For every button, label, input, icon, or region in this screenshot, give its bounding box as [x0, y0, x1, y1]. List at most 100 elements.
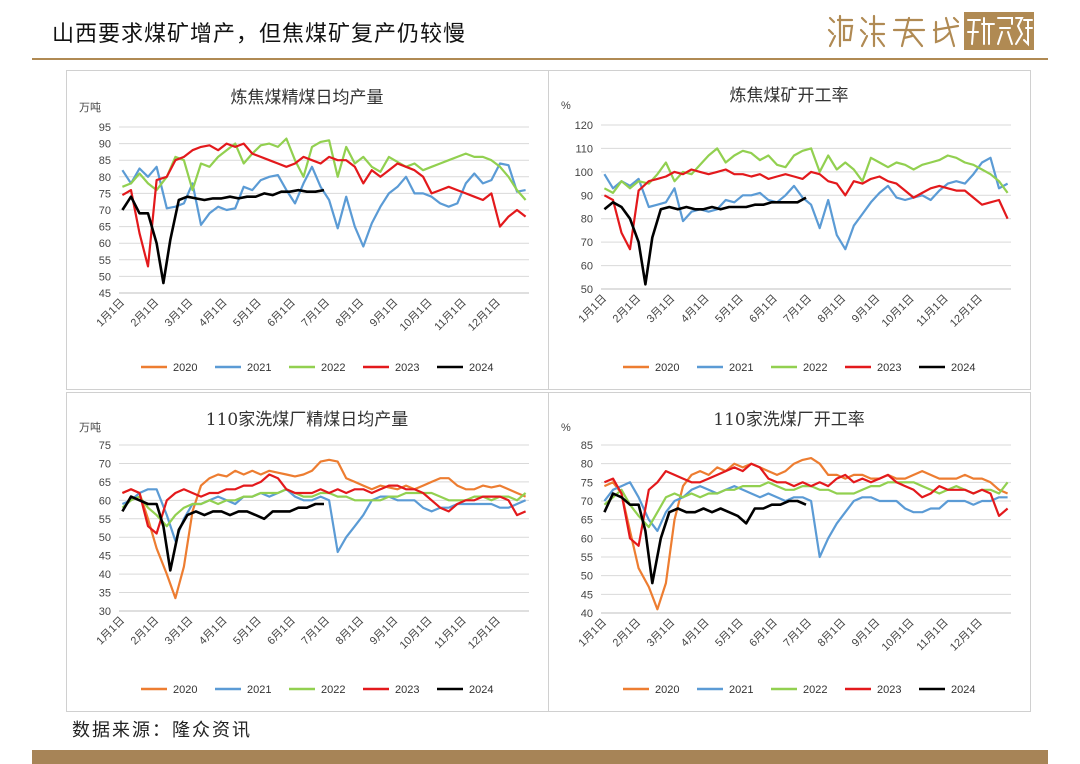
- x-tick-label: 8月1日: [816, 293, 849, 326]
- y-tick-label: 40: [99, 569, 111, 581]
- x-tick-label: 3月1日: [645, 293, 678, 326]
- y-tick-label: 50: [581, 284, 593, 296]
- x-tick-label: 9月1日: [850, 293, 883, 326]
- legend-label-2020: 2020: [655, 362, 679, 374]
- legend-label-2020: 2020: [173, 684, 197, 696]
- legend-label-2022: 2022: [803, 362, 827, 374]
- series-line-2021: [603, 481, 1008, 559]
- x-tick-label: 8月1日: [816, 617, 849, 650]
- x-tick-label: 4月1日: [679, 617, 712, 650]
- y-axis-unit: %: [561, 422, 571, 434]
- x-tick-label: 7月1日: [299, 615, 332, 648]
- y-tick-label: 40: [581, 608, 593, 620]
- y-tick-label: 50: [99, 271, 111, 283]
- series-line-2024: [603, 492, 807, 585]
- x-tick-label: 11月1日: [914, 293, 950, 329]
- legend-label-2024: 2024: [469, 684, 493, 696]
- y-tick-label: 60: [99, 238, 111, 250]
- legend-label-2024: 2024: [951, 362, 975, 374]
- page-title: 山西要求煤矿增产，但焦煤矿复产仍较慢: [52, 22, 467, 47]
- x-tick-label: 12月1日: [948, 617, 985, 654]
- x-tick-label: 2月1日: [129, 615, 162, 648]
- x-tick-label: 4月1日: [197, 615, 230, 648]
- series-line-2023: [603, 168, 1009, 251]
- x-tick-label: 10月1日: [398, 297, 435, 334]
- x-tick-label: 3月1日: [163, 297, 196, 330]
- y-tick-label: 65: [581, 515, 593, 527]
- y-tick-label: 55: [581, 552, 593, 564]
- brand-logo: [827, 12, 1034, 50]
- y-tick-label: 75: [99, 440, 111, 452]
- x-tick-label: 5月1日: [713, 293, 746, 326]
- legend-label-2021: 2021: [729, 684, 753, 696]
- chart-panel-washery-utilization: 110家洗煤厂开工率% 40 45 50 55 60 65 70 75 80 85 1月1日 2月1日 3…: [548, 392, 1031, 712]
- x-tick-label: 1月1日: [576, 617, 609, 650]
- x-tick-label: 12月1日: [466, 615, 503, 652]
- series-line-2023: [121, 142, 527, 268]
- y-tick-label: 50: [581, 571, 593, 583]
- x-tick-label: 1月1日: [576, 293, 609, 326]
- y-tick-label: 110: [575, 143, 593, 155]
- series-line-2023: [603, 462, 1009, 547]
- x-tick-label: 10月1日: [880, 617, 917, 654]
- x-tick-label: 11月1日: [432, 615, 468, 651]
- x-tick-label: 6月1日: [265, 297, 298, 330]
- y-tick-label: 55: [99, 255, 111, 267]
- y-tick-label: 65: [99, 222, 111, 234]
- y-tick-label: 85: [581, 440, 593, 452]
- legend-label-2023: 2023: [395, 362, 419, 374]
- x-tick-label: 3月1日: [163, 615, 196, 648]
- series-line-2020: [121, 458, 527, 600]
- y-tick-label: 30: [99, 606, 111, 618]
- footer-bar: [32, 750, 1048, 764]
- x-tick-label: 5月1日: [713, 617, 746, 650]
- header-divider: [32, 58, 1048, 60]
- chart-title: 110家洗煤厂精煤日均产量: [206, 410, 408, 430]
- x-tick-label: 12月1日: [948, 293, 985, 330]
- series-line-2024: [121, 188, 325, 285]
- y-tick-label: 90: [581, 190, 593, 202]
- legend-label-2021: 2021: [247, 362, 271, 374]
- x-tick-label: 9月1日: [850, 617, 883, 650]
- x-tick-label: 11月1日: [432, 297, 468, 333]
- chart-title: 炼焦煤矿开工率: [730, 86, 849, 106]
- x-tick-label: 9月1日: [368, 297, 401, 330]
- y-tick-label: 85: [99, 155, 111, 167]
- y-tick-label: 120: [575, 120, 593, 132]
- legend-label-2023: 2023: [395, 684, 419, 696]
- legend-label-2024: 2024: [469, 362, 493, 374]
- x-tick-label: 7月1日: [299, 297, 332, 330]
- y-tick-label: 70: [581, 237, 593, 249]
- chart-panel-coking-coal-output: 炼焦煤精煤日均产量 万吨 45 50 55 60 65 70 75 80 85 90 95 1月1日 2月1…: [66, 70, 549, 390]
- y-tick-label: 60: [581, 261, 593, 273]
- y-tick-label: 70: [99, 458, 111, 470]
- y-tick-label: 80: [581, 214, 593, 226]
- y-tick-label: 90: [99, 139, 111, 151]
- series-line-2022: [121, 137, 527, 201]
- chart-panel-washery-output: 110家洗煤厂精煤日均产量 万吨 30 35 40 45 50 55 60 65 70 75 1月1日 2…: [66, 392, 549, 712]
- x-tick-label: 7月1日: [781, 293, 814, 326]
- y-tick-label: 75: [581, 477, 593, 489]
- legend-label-2023: 2023: [877, 684, 901, 696]
- y-tick-label: 95: [99, 122, 111, 134]
- series-line-2023: [121, 473, 527, 535]
- x-tick-label: 10月1日: [398, 615, 435, 652]
- series-line-2022: [121, 488, 527, 528]
- x-tick-label: 4月1日: [197, 297, 230, 330]
- legend-label-2021: 2021: [247, 684, 271, 696]
- y-tick-label: 100: [575, 167, 593, 179]
- chart-washery-utilization: 110家洗煤厂开工率% 40 45 50 55 60 65 70 75 80 85 1月1日 2月1日 3…: [561, 410, 1011, 696]
- y-tick-label: 60: [99, 495, 111, 507]
- x-tick-label: 11月1日: [914, 617, 950, 653]
- legend-label-2020: 2020: [655, 684, 679, 696]
- x-tick-label: 2月1日: [611, 293, 644, 326]
- x-tick-label: 6月1日: [747, 617, 780, 650]
- y-tick-label: 60: [581, 533, 593, 545]
- series-line-2024: [121, 495, 324, 572]
- series-line-2022: [603, 147, 1009, 195]
- x-tick-label: 2月1日: [129, 297, 162, 330]
- x-tick-label: 12月1日: [466, 297, 503, 334]
- series-line-2020: [603, 456, 1009, 611]
